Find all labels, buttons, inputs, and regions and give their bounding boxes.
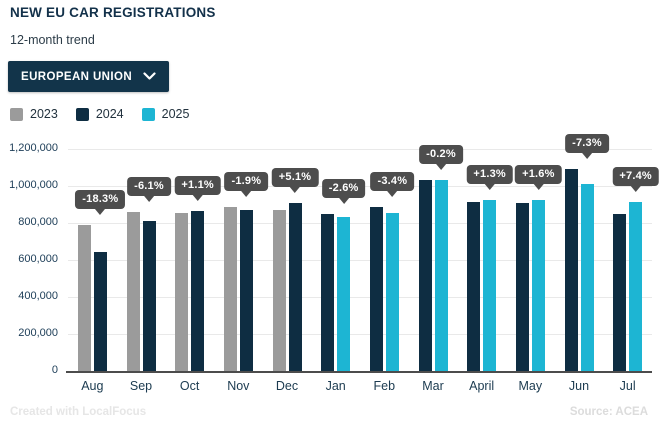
- gridline: [68, 149, 652, 150]
- y-axis-tick-label: 600,000: [18, 253, 58, 265]
- y-axis-tick-label: 800,000: [18, 216, 58, 228]
- bar-2023-dec[interactable]: [272, 210, 286, 371]
- bar-2024-jun[interactable]: [564, 169, 578, 371]
- bar-2024-nov[interactable]: [239, 210, 253, 371]
- bar-2024-mar[interactable]: [418, 180, 432, 371]
- change-badge: +7.4%: [612, 166, 659, 192]
- gridline: [68, 334, 652, 335]
- y-axis-tick-label: 1,200,000: [9, 142, 58, 154]
- change-badge: -2.6%: [321, 178, 366, 204]
- bar-2025-april[interactable]: [483, 199, 497, 371]
- bar-2024-jul[interactable]: [613, 213, 627, 371]
- change-badge: -1.9%: [224, 172, 269, 198]
- x-axis-label: April: [469, 379, 495, 393]
- x-axis-label: Jul: [619, 379, 636, 393]
- legend-label: 2023: [30, 107, 58, 121]
- x-axis-label: Mar: [422, 379, 444, 393]
- y-axis-tick-label: 1,000,000: [9, 179, 58, 191]
- chevron-down-icon: [143, 72, 156, 80]
- change-badge: +1.3%: [466, 164, 513, 190]
- bar-2025-mar[interactable]: [434, 180, 448, 371]
- bar-2024-feb[interactable]: [369, 207, 383, 371]
- legend-swatch-icon: [141, 107, 155, 121]
- legend-label: 2024: [95, 107, 124, 121]
- region-dropdown-label: EUROPEAN UNION: [21, 70, 133, 83]
- credit-text: Created with LocalFocus: [10, 406, 147, 418]
- bar-2023-sep[interactable]: [126, 211, 140, 371]
- legend: 2023 2024 2025: [10, 107, 189, 121]
- legend-item-2024: 2024: [75, 107, 124, 121]
- bar-2023-aug[interactable]: [77, 224, 91, 371]
- change-badge: -3.4%: [370, 172, 415, 198]
- change-badge: -18.3%: [75, 189, 126, 215]
- change-badge: -0.2%: [419, 145, 463, 171]
- x-axis-label: Jan: [325, 379, 346, 393]
- bar-2023-oct[interactable]: [175, 212, 189, 371]
- source-text: Source: ACEA: [569, 406, 648, 418]
- bar-2024-dec[interactable]: [288, 202, 302, 371]
- change-badge: -7.3%: [565, 134, 609, 160]
- bar-2025-may[interactable]: [531, 199, 545, 371]
- y-axis-tick-label: 200,000: [18, 327, 58, 339]
- legend-label: 2025: [161, 107, 190, 121]
- page-title: NEW EU CAR REGISTRATIONS: [10, 5, 216, 20]
- region-dropdown[interactable]: EUROPEAN UNION: [8, 61, 170, 92]
- bar-2024-sep[interactable]: [142, 221, 156, 371]
- y-axis-tick-label: 0: [51, 364, 58, 376]
- x-axis-line: [66, 371, 652, 373]
- bar-2024-april[interactable]: [467, 201, 481, 371]
- x-axis-label: Feb: [373, 379, 396, 393]
- gridline: [68, 223, 652, 224]
- bar-2024-jan[interactable]: [321, 213, 335, 371]
- legend-item-2025: 2025: [141, 107, 190, 121]
- x-axis-label: Sep: [129, 379, 153, 393]
- bar-2025-jul[interactable]: [629, 201, 643, 371]
- bar-2025-feb[interactable]: [385, 212, 399, 371]
- bar-2023-nov[interactable]: [223, 207, 237, 371]
- change-badge: +1.1%: [174, 175, 221, 201]
- x-axis-label: Jun: [568, 379, 590, 393]
- bar-2025-jan[interactable]: [337, 217, 351, 371]
- bar-2024-aug[interactable]: [93, 251, 107, 371]
- y-axis-tick-label: 400,000: [18, 290, 58, 302]
- gridline: [68, 260, 652, 261]
- bar-2025-jun[interactable]: [580, 184, 594, 371]
- x-axis-label: Nov: [227, 379, 250, 393]
- legend-item-2023: 2023: [10, 107, 58, 121]
- change-badge: -6.1%: [127, 176, 171, 202]
- chart-subtitle: 12-month trend: [10, 33, 95, 47]
- x-axis-label: Aug: [81, 379, 104, 393]
- legend-swatch-icon: [10, 107, 23, 121]
- bar-2024-oct[interactable]: [191, 210, 205, 371]
- x-axis-label: May: [518, 379, 543, 393]
- gridline: [68, 297, 652, 298]
- change-badge: +5.1%: [271, 167, 319, 193]
- x-axis-label: Oct: [179, 379, 200, 393]
- change-badge: +1.6%: [515, 164, 562, 190]
- legend-swatch-icon: [75, 107, 89, 121]
- x-axis-label: Dec: [275, 379, 299, 393]
- bar-2024-may[interactable]: [515, 202, 529, 371]
